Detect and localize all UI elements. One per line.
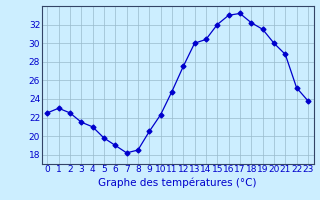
X-axis label: Graphe des températures (°C): Graphe des températures (°C) (98, 177, 257, 188)
